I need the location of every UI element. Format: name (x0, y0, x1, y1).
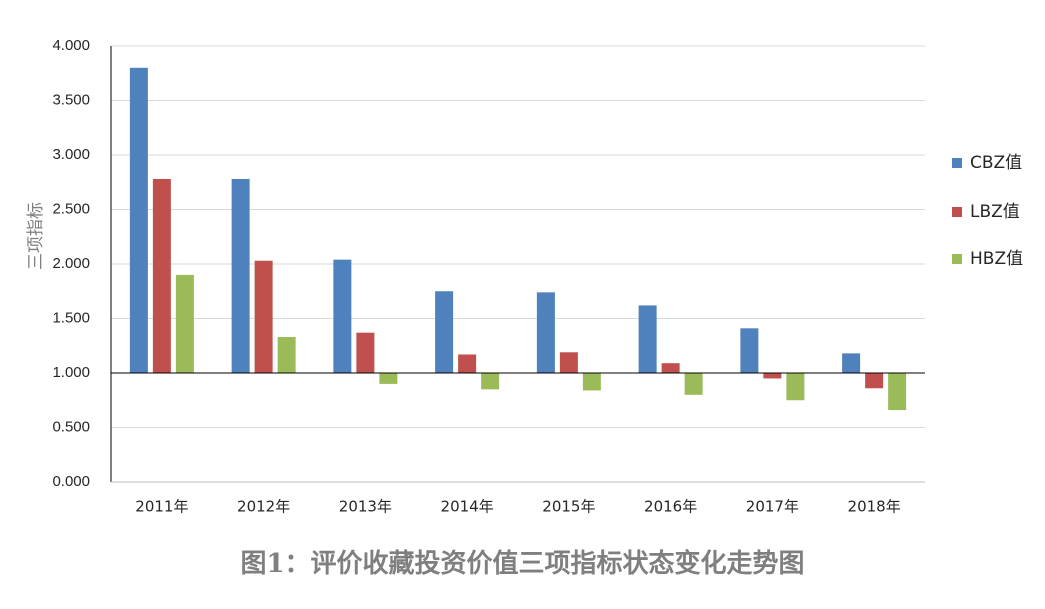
bar-cbz-5 (638, 305, 657, 373)
x-tick-label: 2018年 (848, 498, 901, 516)
bar-lbz-7 (865, 373, 884, 389)
bar-hbz-6 (786, 373, 805, 401)
bar-cbz-4 (536, 292, 555, 373)
y-tick-label: 3.000 (52, 146, 90, 163)
axes (110, 46, 925, 483)
y-tick-label: 3.500 (52, 91, 90, 108)
x-axis-ticks: 2011年 2012年 2013年 2014年 2015年 2016年 2017年 2018年 (135, 498, 900, 516)
bar-hbz-7 (888, 373, 907, 411)
y-tick-label: 4.000 (52, 37, 90, 54)
x-tick-label: 2012年 (237, 498, 290, 516)
bar-cbz-1 (231, 178, 250, 373)
y-tick-label: 2.000 (52, 255, 90, 272)
bar-cbz-3 (435, 291, 454, 373)
x-tick-label: 2016年 (644, 498, 697, 516)
bar-lbz-6 (763, 373, 782, 379)
bar-hbz-5 (684, 373, 703, 395)
bar-lbz-3 (458, 354, 477, 373)
x-tick-label: 2011年 (135, 498, 188, 516)
bar-lbz-1 (254, 260, 273, 373)
y-tick-label: 2.500 (52, 200, 90, 217)
legend-label: LBZ值 (970, 202, 1020, 222)
legend: CBZ值 LBZ值 HBZ值 (952, 153, 1023, 269)
figure-caption: 图1：评价收藏投资价值三项指标状态变化走势图 (240, 549, 805, 579)
bar-cbz-7 (842, 353, 861, 373)
bar-lbz-4 (559, 352, 578, 373)
bar-lbz-0 (152, 178, 171, 373)
bar-lbz-5 (661, 363, 680, 373)
bar-hbz-1 (277, 337, 296, 373)
y-axis-ticks: 0.000 0.500 1.000 1.500 2.000 2.500 3.000 3.500… (52, 37, 90, 490)
legend-swatch (952, 158, 962, 168)
bar-chart: 0.000 0.500 1.000 1.500 2.000 2.500 3.000 3.500… (26, 37, 1023, 516)
legend-swatch (952, 207, 962, 217)
legend-swatch (952, 254, 962, 264)
y-tick-label: 1.500 (52, 309, 90, 326)
bar-hbz-2 (379, 373, 398, 384)
legend-label: CBZ值 (970, 153, 1022, 173)
y-tick-label: 1.000 (52, 364, 90, 381)
y-axis-label: 三项指标 (26, 202, 46, 270)
bar-lbz-2 (356, 332, 375, 373)
bar-hbz-0 (175, 274, 194, 373)
bar-cbz-0 (129, 67, 148, 374)
x-tick-label: 2017年 (746, 498, 799, 516)
bar-hbz-4 (582, 373, 601, 391)
x-tick-label: 2015年 (542, 498, 595, 516)
y-tick-label: 0.500 (52, 418, 90, 435)
bars (129, 67, 907, 411)
bar-cbz-6 (740, 328, 759, 373)
y-tick-label: 0.000 (52, 473, 90, 490)
bar-cbz-2 (333, 259, 352, 373)
x-tick-label: 2013年 (339, 498, 392, 516)
legend-label: HBZ值 (970, 249, 1023, 269)
bar-hbz-3 (481, 373, 500, 390)
x-tick-label: 2014年 (441, 498, 494, 516)
